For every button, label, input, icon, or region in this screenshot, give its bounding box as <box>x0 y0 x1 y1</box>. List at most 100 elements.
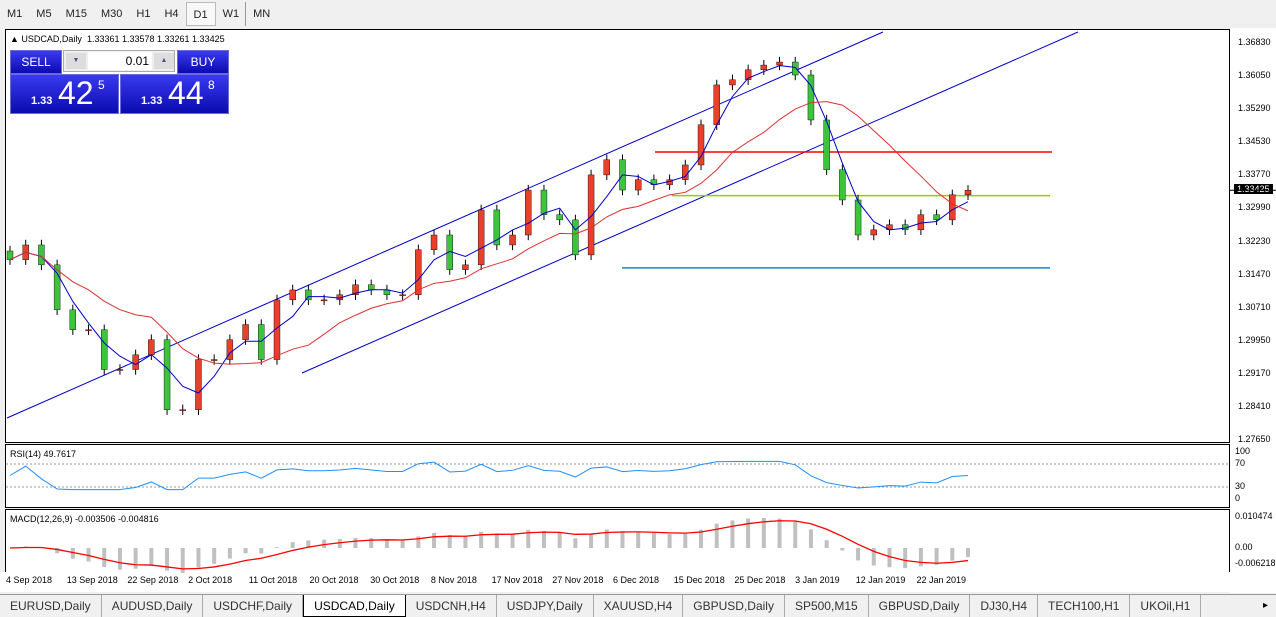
macd-histogram-bar <box>227 548 232 559</box>
bull-candle <box>179 409 186 411</box>
macd-histogram-bar <box>86 548 91 562</box>
macd-histogram-bar <box>259 548 264 554</box>
macd-histogram-bar <box>620 531 625 548</box>
macd-histogram-bar <box>133 548 138 569</box>
date-tick: 22 Sep 2018 <box>127 575 179 585</box>
macd-histogram-bar <box>651 533 656 548</box>
bull-candle <box>289 289 296 301</box>
sell-price-prefix: 1.33 <box>31 95 53 107</box>
ma-fast-line <box>9 65 969 394</box>
tab-usdcad-daily[interactable]: USDCAD,Daily <box>303 595 406 617</box>
date-tick: 27 Nov 2018 <box>552 575 604 585</box>
macd-histogram-bar <box>432 532 437 548</box>
date-axis[interactable]: 4 Sep 2018 13 Sep 2018 22 Sep 2018 2 Oct 20… <box>0 572 1230 592</box>
bull-candle <box>760 64 768 71</box>
macd-histogram-bar <box>322 539 327 548</box>
bear-candle <box>556 214 563 221</box>
date-tick: 2 Oct 2018 <box>188 575 233 585</box>
bull-candle <box>776 61 783 66</box>
date-tick: 11 Oct 2018 <box>248 575 298 585</box>
price-tick: 1.33770 <box>1238 169 1271 180</box>
rsi-level: 70 <box>1235 458 1246 468</box>
tab-usdcnh-h4[interactable]: USDCNH,H4 <box>406 595 497 617</box>
chart-tabs: EURUSD,Daily AUDUSD,Daily USDCHF,Daily USDC… <box>0 594 1276 617</box>
buy-label: BUY <box>190 55 216 69</box>
date-tick: 3 Jan 2019 <box>795 575 840 585</box>
increase-lot-icon[interactable]: ▲ <box>154 53 174 69</box>
bear-candle <box>572 219 579 256</box>
price-tick: 1.29950 <box>1238 334 1271 345</box>
price-tick: 1.29170 <box>1238 367 1271 378</box>
macd-histogram-bar <box>196 548 201 568</box>
macd-histogram-bar <box>463 536 468 548</box>
tabs-scroll-right-icon[interactable]: ▸ <box>1262 600 1268 611</box>
bull-candle <box>870 229 877 236</box>
rsi-panel[interactable] <box>5 444 1230 508</box>
bull-candle <box>195 359 202 410</box>
symbol-label: USDCAD,Daily <box>21 34 82 44</box>
bull-candle <box>462 264 469 270</box>
timeframe-h4[interactable]: H4 <box>164 7 179 20</box>
macd-histogram-bar <box>950 548 955 561</box>
channel-lower-line <box>301 31 1079 374</box>
macd-histogram-bar <box>180 548 185 573</box>
macd-histogram-bar <box>447 535 452 548</box>
macd-histogram-bar <box>306 540 311 548</box>
sell-button[interactable]: SELL <box>10 50 62 74</box>
tab-dj30-h4[interactable]: DJ30,H4 <box>970 595 1039 617</box>
tab-tech100-h1[interactable]: TECH100,H1 <box>1038 595 1131 617</box>
tab-usdjpy-daily[interactable]: USDJPY,Daily <box>497 595 594 617</box>
bull-candle <box>603 159 610 176</box>
sell-price[interactable]: 1.33 42 5 <box>10 74 119 114</box>
decrease-lot-icon[interactable]: ▼ <box>66 53 86 69</box>
timeframe-m30[interactable]: M30 <box>100 7 123 20</box>
tab-audusd-daily[interactable]: AUDUSD,Daily <box>102 595 204 617</box>
macd-histogram-bar <box>541 530 546 548</box>
macd-histogram-bar <box>918 548 923 567</box>
macd-histogram-bar <box>714 523 719 548</box>
timeframe-w1[interactable]: W1 <box>222 7 240 20</box>
timeframe-m15[interactable]: M15 <box>65 7 87 20</box>
tab-xauusd-h4[interactable]: XAUUSD,H4 <box>594 595 684 617</box>
macd-panel[interactable] <box>5 509 1230 573</box>
tab-sp500-m15[interactable]: SP500,M15 <box>785 595 869 617</box>
buy-price[interactable]: 1.33 44 8 <box>120 74 229 114</box>
date-tick: 30 Oct 2018 <box>370 575 420 585</box>
bull-candle <box>415 249 422 295</box>
current-price-label: 1.33425 <box>1234 184 1273 195</box>
date-tick: 8 Nov 2018 <box>430 575 477 585</box>
macd-histogram-bar <box>777 518 782 548</box>
tab-gbpusd-daily[interactable]: GBPUSD,Daily <box>683 595 785 617</box>
bull-candle <box>116 369 124 371</box>
price-tick: 1.28410 <box>1238 400 1271 411</box>
bull-candle <box>320 299 328 302</box>
tab-eurusd-daily[interactable]: EURUSD,Daily <box>0 595 102 617</box>
macd-histogram-bar <box>604 529 609 548</box>
buy-button[interactable]: BUY <box>177 50 229 74</box>
price-axis[interactable]: 1.36830 1.36050 1.35290 1.34530 1.33770 1.329… <box>1230 28 1276 593</box>
macd-histogram-bar <box>557 532 562 548</box>
rsi-level: 100 <box>1235 446 1251 456</box>
macd-histogram-bar <box>824 540 829 548</box>
bull-candle <box>148 339 155 356</box>
lot-size-input[interactable]: 0.01 <box>88 52 152 70</box>
bull-candle <box>85 329 92 331</box>
sell-label: SELL <box>21 55 51 69</box>
timeframe-d1[interactable]: D1 <box>185 1 216 26</box>
rsi-label: RSI(14) 49.7617 <box>10 449 77 459</box>
timeframe-h1[interactable]: H1 <box>136 7 151 20</box>
macd-histogram-bar <box>212 548 217 564</box>
timeframe-m5[interactable]: M5 <box>36 7 52 20</box>
rsi-line <box>9 460 969 491</box>
bull-candle <box>713 84 720 125</box>
macd-histogram-bar <box>165 548 170 571</box>
price-tick: 1.32230 <box>1238 235 1271 246</box>
price-tick: 1.30710 <box>1238 301 1271 312</box>
timeframe-mn[interactable]: MN <box>253 7 271 20</box>
lot-size-stepper[interactable]: ▼ 0.01 ▲ <box>63 50 175 72</box>
tab-ukoil-h1[interactable]: UKOil,H1 <box>1130 595 1202 617</box>
macd-histogram-bar <box>384 539 389 548</box>
tab-usdchf-daily[interactable]: USDCHF,Daily <box>203 595 304 617</box>
tab-gbpusd-daily[interactable]: GBPUSD,Daily <box>869 595 971 617</box>
timeframe-m1[interactable]: M1 <box>7 7 23 20</box>
